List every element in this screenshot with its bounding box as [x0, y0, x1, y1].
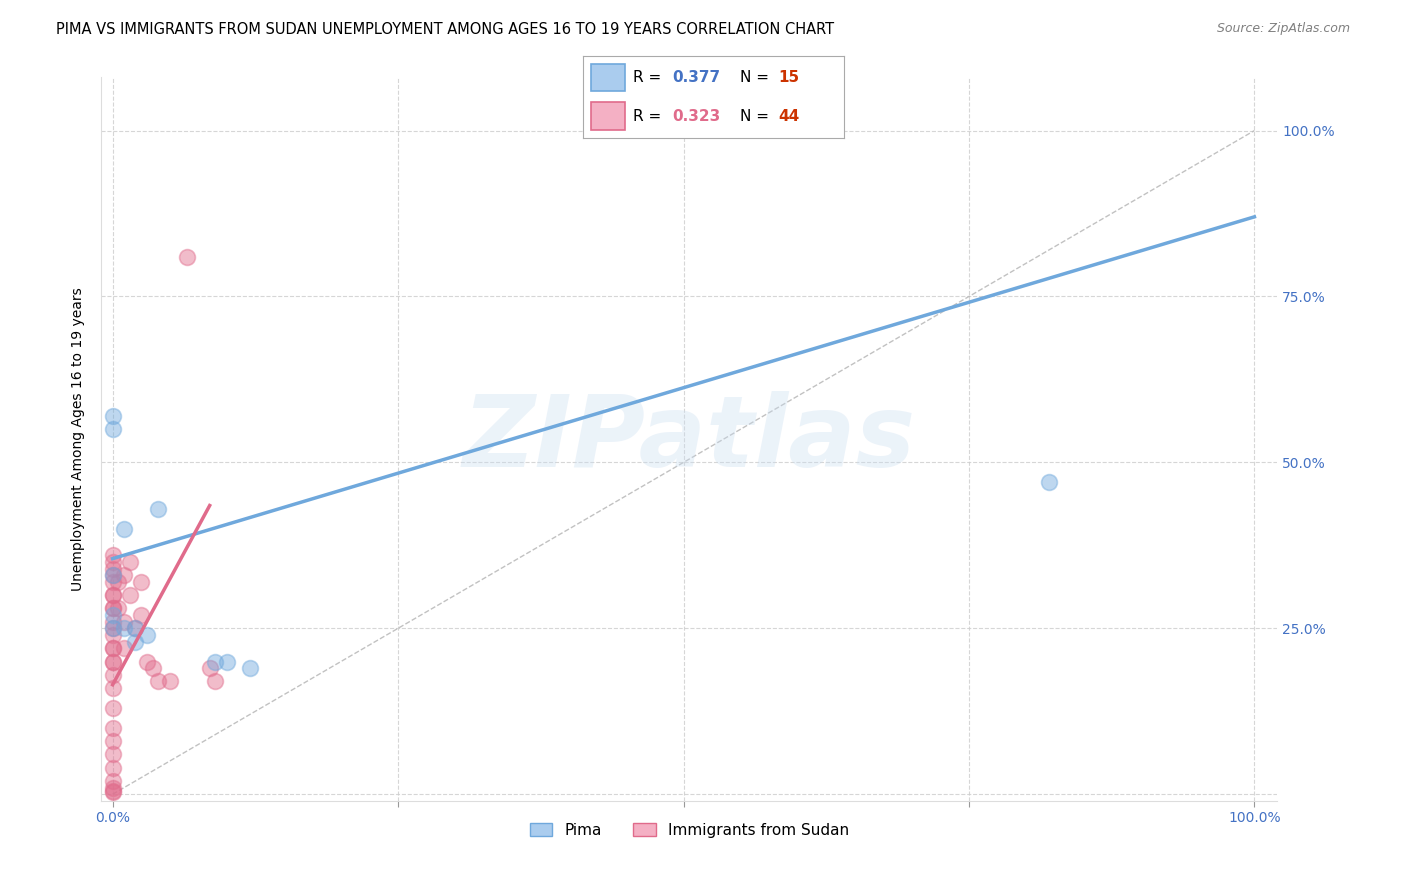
Point — [101, 785, 124, 799]
Point — [101, 667, 124, 681]
Point — [101, 409, 124, 423]
Point — [198, 661, 221, 675]
Point — [204, 655, 226, 669]
Point — [101, 574, 124, 589]
Point — [101, 780, 124, 795]
Point — [124, 634, 146, 648]
Point — [118, 588, 141, 602]
Point — [101, 588, 124, 602]
Point — [101, 747, 124, 762]
Point — [129, 608, 152, 623]
Point — [101, 615, 124, 629]
Point — [101, 734, 124, 748]
Point — [101, 549, 124, 563]
Bar — [592, 103, 626, 130]
Point — [101, 641, 124, 656]
Text: 44: 44 — [779, 109, 800, 124]
Point — [101, 588, 124, 602]
Point — [101, 608, 124, 623]
Text: 15: 15 — [779, 70, 800, 85]
Point — [1038, 475, 1060, 490]
Point — [129, 574, 152, 589]
Point — [101, 621, 124, 635]
Point — [101, 641, 124, 656]
Point — [101, 655, 124, 669]
Point — [101, 761, 124, 775]
Point — [101, 568, 124, 582]
Text: PIMA VS IMMIGRANTS FROM SUDAN UNEMPLOYMENT AMONG AGES 16 TO 19 YEARS CORRELATION: PIMA VS IMMIGRANTS FROM SUDAN UNEMPLOYME… — [56, 22, 834, 37]
Point — [101, 601, 124, 615]
Point — [135, 655, 157, 669]
Y-axis label: Unemployment Among Ages 16 to 19 years: Unemployment Among Ages 16 to 19 years — [72, 287, 86, 591]
Text: R =: R = — [633, 109, 666, 124]
Point — [142, 661, 165, 675]
Point — [101, 701, 124, 715]
Legend: Pima, Immigrants from Sudan: Pima, Immigrants from Sudan — [523, 816, 855, 844]
Point — [239, 661, 262, 675]
Point — [135, 628, 157, 642]
Point — [159, 674, 181, 689]
Point — [215, 655, 238, 669]
Point — [124, 621, 146, 635]
Point — [112, 522, 135, 536]
Text: ZIPatlas: ZIPatlas — [463, 391, 915, 488]
Text: R =: R = — [633, 70, 666, 85]
Point — [101, 681, 124, 695]
Point — [101, 784, 124, 798]
Point — [176, 250, 198, 264]
Text: Source: ZipAtlas.com: Source: ZipAtlas.com — [1216, 22, 1350, 36]
Text: N =: N = — [740, 109, 773, 124]
Point — [112, 568, 135, 582]
Point — [101, 621, 124, 635]
Point — [112, 621, 135, 635]
Point — [204, 674, 226, 689]
Bar — [592, 63, 626, 92]
Point — [101, 628, 124, 642]
Point — [101, 568, 124, 582]
Text: 0.323: 0.323 — [672, 109, 720, 124]
Point — [112, 615, 135, 629]
Point — [101, 561, 124, 575]
Point — [101, 555, 124, 569]
Point — [124, 621, 146, 635]
Point — [101, 721, 124, 735]
Point — [101, 655, 124, 669]
Point — [148, 501, 170, 516]
Point — [101, 422, 124, 436]
Point — [107, 601, 129, 615]
Text: N =: N = — [740, 70, 773, 85]
Point — [107, 574, 129, 589]
Point — [112, 641, 135, 656]
Text: 0.377: 0.377 — [672, 70, 720, 85]
Point — [148, 674, 170, 689]
Point — [101, 601, 124, 615]
Point — [101, 774, 124, 789]
Point — [118, 555, 141, 569]
